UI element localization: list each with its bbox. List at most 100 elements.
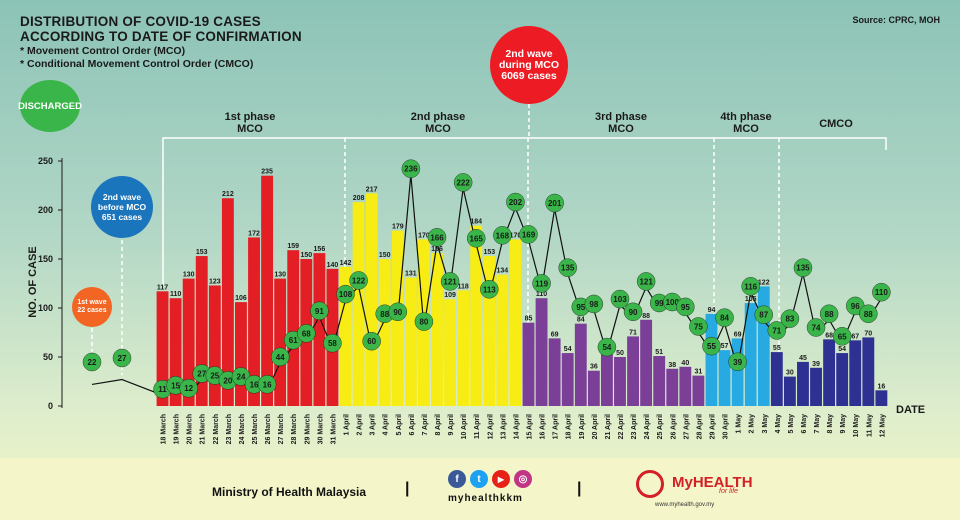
- discharged-value-label: 165: [470, 234, 484, 243]
- bar-value-label: 140: [327, 262, 339, 269]
- x-tick-label: 24 April: [644, 414, 651, 439]
- discharged-marker: [636, 272, 656, 291]
- footer-separator: |: [405, 480, 410, 497]
- discharged-value-label: 84: [720, 314, 729, 323]
- discharged-value-label: 16: [250, 380, 259, 389]
- twitter-icon[interactable]: t: [470, 470, 488, 488]
- bar-value-label: 54: [838, 346, 846, 353]
- bar: [509, 239, 522, 406]
- bar-value-label: 184: [470, 219, 482, 226]
- bar-value-label: 150: [379, 252, 391, 259]
- discharged-value-label: 99: [655, 299, 664, 308]
- discharged-value-label: 201: [548, 199, 562, 208]
- x-tick-label: 30 April: [723, 414, 730, 439]
- bar-value-label: 38: [668, 362, 676, 369]
- bar-value-label: 54: [564, 346, 572, 353]
- x-tick-label: 5 April: [396, 414, 403, 436]
- discharged-value-label: 16: [263, 380, 272, 389]
- social-handle[interactable]: myhealthkkm: [448, 493, 523, 504]
- discharged-value-label: 83: [785, 315, 794, 324]
- bar: [705, 313, 718, 406]
- discharged-value-label: 15: [171, 381, 180, 390]
- bar: [600, 350, 613, 406]
- bar: [587, 370, 600, 406]
- x-tick-label: 19 April: [579, 414, 586, 439]
- bar: [862, 337, 875, 406]
- discharged-value-label: 96: [851, 302, 860, 311]
- x-tick-label: 25 April: [657, 414, 664, 439]
- discharged-marker: [754, 305, 773, 324]
- footer-separator: |: [577, 480, 582, 497]
- bar: [287, 250, 300, 406]
- x-tick-label: 1 April: [344, 414, 351, 436]
- bar: [653, 356, 666, 406]
- youtube-icon[interactable]: ▶: [492, 470, 510, 488]
- bar-value-label: 153: [483, 249, 495, 256]
- x-tick-label: 4 May: [775, 414, 782, 434]
- bar-value-label: 84: [577, 317, 585, 324]
- x-tick-label: 29 March: [304, 414, 311, 444]
- discharged-value-label: 87: [759, 311, 768, 320]
- discharged-value-label: 80: [419, 318, 428, 327]
- discharged-marker: [715, 308, 734, 327]
- discharged-value-label: 95: [576, 303, 585, 312]
- mco-note: * Movement Control Order (MCO): [20, 45, 186, 57]
- discharged-value-label: 88: [864, 310, 873, 319]
- phase-label-cmco: CMCO: [819, 118, 853, 130]
- x-tick-label: 28 March: [291, 414, 298, 444]
- instagram-icon[interactable]: ◎: [514, 470, 532, 488]
- y-tick-label: 100: [38, 303, 53, 313]
- discharged-value-label: 71: [772, 326, 781, 335]
- bar-value-label: 134: [497, 268, 509, 275]
- bar-value-label: 71: [629, 329, 637, 336]
- x-tick-label: 12 May: [879, 414, 886, 437]
- discharged-marker: [872, 283, 891, 302]
- discharged-marker: [597, 337, 617, 357]
- bar: [679, 366, 692, 406]
- phase-label-3: 3rd phase MCO: [595, 111, 647, 135]
- bar-value-label: 122: [758, 279, 770, 286]
- footer: [0, 458, 960, 520]
- discharged-value-label: 110: [875, 288, 888, 297]
- discharged-value-label: 55: [707, 342, 716, 351]
- discharged-marker: [323, 333, 342, 353]
- facebook-icon[interactable]: f: [448, 470, 466, 488]
- bar-value-label: 117: [157, 284, 168, 291]
- discharged-marker: [112, 348, 132, 368]
- discharged-marker: [767, 321, 787, 340]
- website-url[interactable]: www.myhealth.gov.my: [655, 502, 715, 508]
- bar: [731, 338, 744, 406]
- bar: [339, 266, 352, 406]
- discharged-marker: [257, 375, 277, 394]
- discharged-marker: [702, 336, 721, 356]
- y-tick-label: 0: [48, 401, 53, 411]
- bar: [875, 390, 888, 406]
- x-tick-label: 26 April: [670, 414, 677, 439]
- bar-value-label: 153: [196, 249, 208, 256]
- bar-value-label: 68: [825, 332, 833, 339]
- bar: [221, 198, 234, 406]
- bar: [378, 259, 391, 406]
- discharged-value-label: 100: [666, 298, 680, 307]
- discharged-marker: [780, 309, 800, 328]
- bar: [248, 237, 260, 406]
- discharged-value-label: 58: [328, 339, 337, 348]
- discharged-value-label: 74: [812, 323, 821, 332]
- discharged-marker: [493, 226, 512, 245]
- discharged-value-label: 75: [694, 323, 703, 332]
- discharged-marker: [349, 271, 368, 290]
- x-tick-label: 29 April: [709, 414, 716, 439]
- bar-value-label: 156: [431, 246, 443, 253]
- x-axis-label: DATE: [896, 404, 925, 416]
- bar: [261, 175, 274, 406]
- x-tick-label: 18 March: [161, 414, 168, 444]
- discharged-marker: [480, 280, 499, 299]
- x-tick-label: 9 May: [840, 414, 847, 434]
- bar-value-label: 105: [745, 296, 757, 303]
- bar: [797, 361, 809, 406]
- discharged-value-label: 90: [629, 308, 638, 317]
- discharged-value-label: 65: [838, 332, 847, 341]
- discharged-marker: [82, 352, 102, 372]
- second-wave-during-mco-bubble: 2nd wave during MCO 6069 cases: [490, 26, 568, 104]
- bar-value-label: 123: [209, 278, 221, 285]
